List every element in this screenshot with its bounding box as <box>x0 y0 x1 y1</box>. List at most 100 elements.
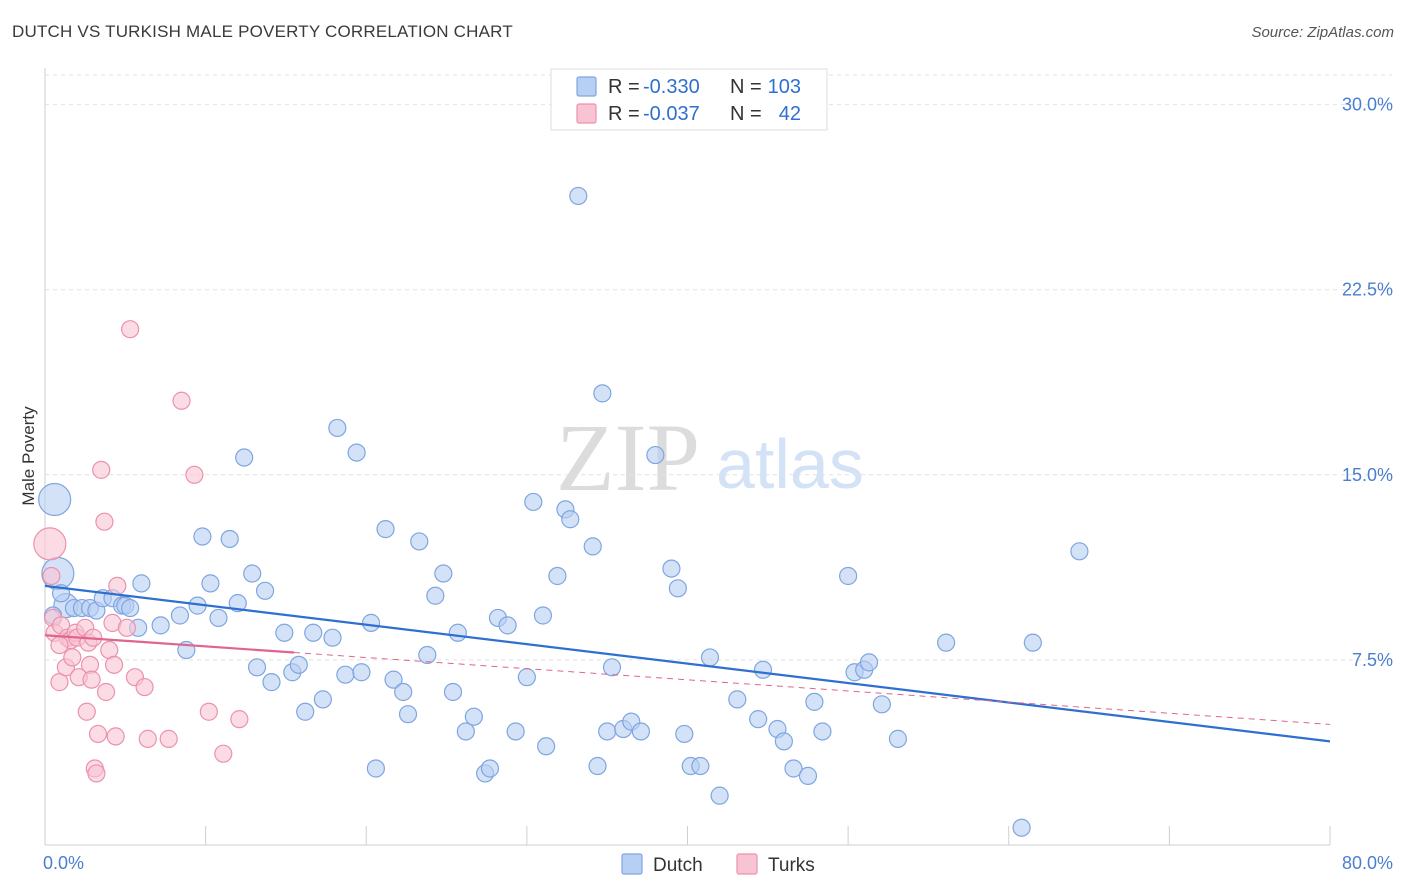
dutch-point <box>1070 542 1089 561</box>
dutch-point <box>328 418 347 438</box>
dutch-point <box>1023 633 1042 652</box>
turks-point <box>121 320 140 339</box>
dutch-point <box>464 707 483 726</box>
dutch-point <box>753 660 773 679</box>
dutch-point <box>593 384 612 403</box>
dutch-point <box>602 658 622 677</box>
dutch-point <box>859 653 879 672</box>
dutch-point <box>304 623 323 642</box>
dutch-point <box>1012 818 1031 837</box>
x-tick-label: 0.0% <box>43 853 84 873</box>
dutch-point <box>418 645 437 665</box>
turks-point <box>42 566 61 586</box>
dutch-point <box>247 658 267 677</box>
turks-point <box>172 391 191 410</box>
dutch-point <box>813 722 832 741</box>
trend-lines <box>44 584 1331 743</box>
chart-title: DUTCH VS TURKISH MALE POVERTY CORRELATIO… <box>12 22 513 41</box>
dutch-point <box>456 722 475 741</box>
dutch-point <box>583 537 602 556</box>
turks-point <box>82 670 101 689</box>
dutch-point <box>700 648 720 667</box>
stats-swatch-turks <box>576 103 597 124</box>
turks-point <box>87 764 106 783</box>
turks-point <box>138 729 157 748</box>
turks-point <box>230 710 249 729</box>
y-tick-label: 30.0% <box>1342 95 1393 115</box>
dutch-point <box>121 598 140 618</box>
stats-box-frame <box>550 68 828 131</box>
dutch-point <box>872 695 891 714</box>
dutch-point <box>336 665 355 684</box>
dutch-point <box>517 668 536 687</box>
turks-point <box>159 729 178 748</box>
dutch-point <box>569 186 588 206</box>
dutch-point <box>38 482 72 517</box>
dutch-point <box>384 670 403 689</box>
dutch-point <box>243 564 262 583</box>
y-tick-label: 22.5% <box>1342 280 1393 300</box>
dutch-point <box>228 594 247 613</box>
dutch-point <box>675 724 694 744</box>
dutch-point <box>398 705 418 724</box>
x-axis-tick-labels: 0.0% 80.0% <box>43 853 1393 873</box>
legend-label-turks: Turks <box>768 855 815 876</box>
turks-point <box>95 512 114 531</box>
stats-swatch-dutch <box>576 76 597 97</box>
dutch-point <box>352 663 371 682</box>
dutch-point <box>480 759 500 778</box>
dutch-point <box>410 532 429 551</box>
stats-box: R = -0.330 N = 103 R = -0.037 N = 42 <box>550 68 828 131</box>
dutch-point <box>498 616 517 635</box>
stats-n-value-dutch: 103 <box>768 76 801 98</box>
turks-point <box>92 460 111 479</box>
turks-point <box>214 744 233 763</box>
turks-point <box>88 724 108 744</box>
turks-point <box>117 618 137 637</box>
x-tick-label: 80.0% <box>1342 853 1393 873</box>
dutch-point <box>434 564 453 583</box>
dutch-point <box>366 759 385 778</box>
watermark: ZIP atlas <box>556 404 864 511</box>
source-credit: Source: ZipAtlas.com <box>1251 24 1394 41</box>
dutch-point <box>394 682 413 702</box>
turks-trend-line <box>44 634 295 654</box>
turks-point <box>106 727 125 746</box>
turks-point <box>108 576 127 595</box>
dutch-point <box>710 786 729 805</box>
dutch-point <box>220 529 239 549</box>
dutch-point <box>361 613 381 632</box>
dutch-point <box>588 756 607 776</box>
stats-r-label-turks: R = <box>608 103 640 125</box>
dutch-point <box>839 566 858 586</box>
turks-point <box>185 465 204 484</box>
dutch-point <box>691 756 710 776</box>
dutch-point <box>209 608 228 628</box>
x-axis-ticks <box>44 826 1331 845</box>
watermark-zip: ZIP <box>556 404 700 511</box>
y-axis-title: Male Poverty <box>19 406 38 506</box>
dutch-point <box>728 690 747 709</box>
stats-r-value-turks: -0.037 <box>643 103 700 125</box>
dutch-point <box>443 682 463 702</box>
dutch-point <box>347 443 366 462</box>
dutch-point <box>235 448 254 467</box>
legend-label-dutch: Dutch <box>653 855 703 876</box>
dutch-point <box>524 492 543 512</box>
dutch-point <box>323 628 342 647</box>
dutch-point <box>506 722 525 741</box>
turks-point <box>50 635 69 655</box>
dutch-point <box>805 692 824 711</box>
dutch-point <box>376 520 395 539</box>
dutch-point <box>548 566 567 586</box>
turks-point <box>135 677 154 697</box>
stats-r-label-dutch: R = <box>608 76 640 98</box>
dutch-point <box>289 655 308 674</box>
dutch-point <box>426 586 445 605</box>
dutch-trend-line <box>44 584 1331 743</box>
dutch-point <box>537 737 556 756</box>
dutch-point <box>151 616 170 635</box>
stats-n-label-dutch: N = <box>730 76 762 98</box>
legend-swatch-turks <box>736 853 758 875</box>
